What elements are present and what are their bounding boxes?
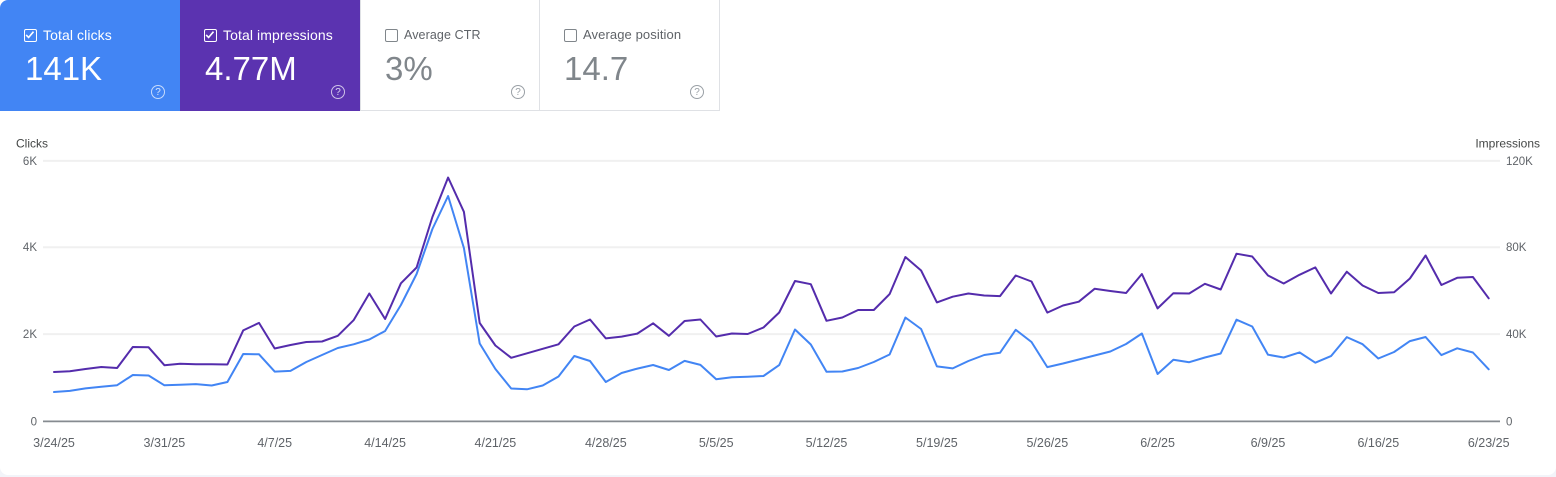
svg-text:3/24/25: 3/24/25 <box>33 436 75 450</box>
svg-text:5/26/25: 5/26/25 <box>1026 436 1068 450</box>
svg-text:4/21/25: 4/21/25 <box>475 436 517 450</box>
svg-text:Clicks: Clicks <box>16 137 48 151</box>
svg-text:5/12/25: 5/12/25 <box>806 436 848 450</box>
svg-text:80K: 80K <box>1506 242 1527 254</box>
svg-text:120K: 120K <box>1506 156 1533 168</box>
svg-text:3/31/25: 3/31/25 <box>144 436 186 450</box>
svg-text:4/28/25: 4/28/25 <box>585 436 627 450</box>
svg-text:6/23/25: 6/23/25 <box>1468 436 1510 450</box>
svg-text:2K: 2K <box>23 329 37 341</box>
svg-text:5/5/25: 5/5/25 <box>699 436 734 450</box>
svg-text:6K: 6K <box>23 156 37 168</box>
svg-text:4K: 4K <box>23 242 37 254</box>
svg-text:4/14/25: 4/14/25 <box>364 436 406 450</box>
svg-text:5/19/25: 5/19/25 <box>916 436 958 450</box>
svg-text:6/9/25: 6/9/25 <box>1251 436 1286 450</box>
svg-text:0: 0 <box>31 416 37 428</box>
svg-text:4/7/25: 4/7/25 <box>257 436 292 450</box>
svg-text:0: 0 <box>1506 416 1512 428</box>
svg-text:6/2/25: 6/2/25 <box>1140 436 1175 450</box>
svg-text:Impressions: Impressions <box>1475 137 1540 151</box>
svg-text:40K: 40K <box>1506 329 1527 341</box>
svg-text:6/16/25: 6/16/25 <box>1357 436 1399 450</box>
